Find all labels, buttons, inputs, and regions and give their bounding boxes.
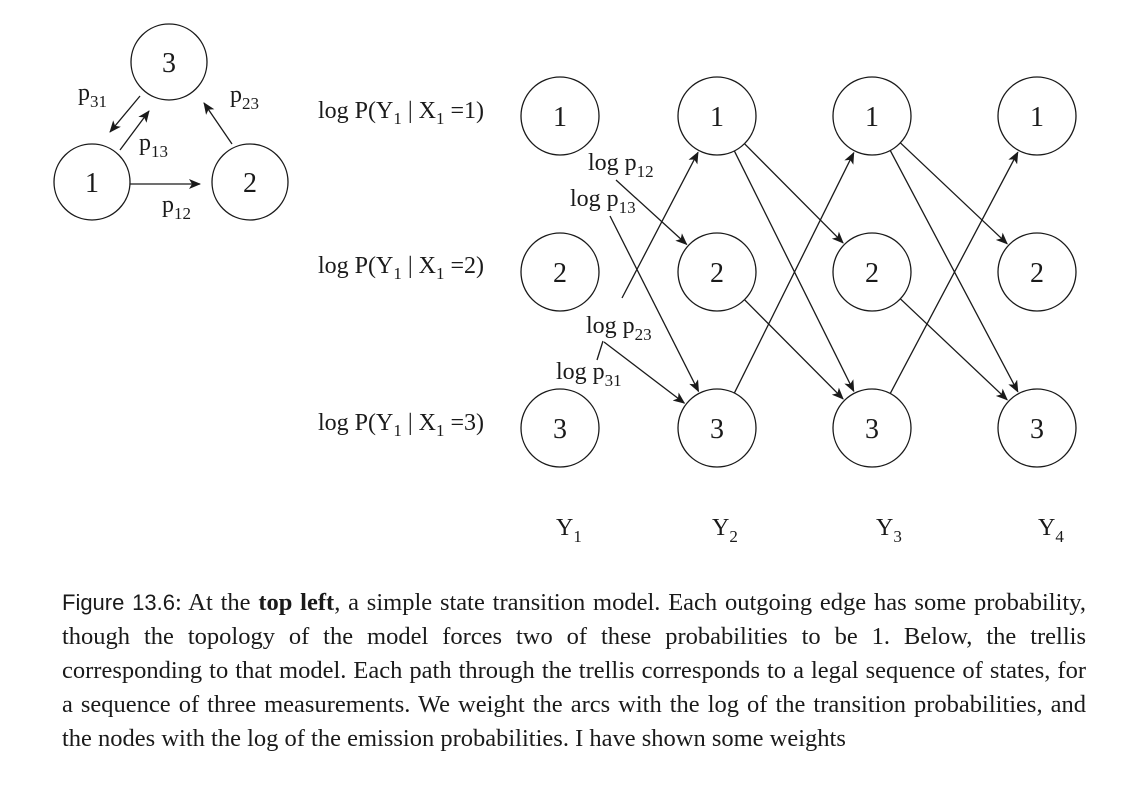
trellis-arc-y2-3-to-y3-1 <box>733 151 855 394</box>
edge-label-p13: p13 <box>139 130 168 161</box>
trellis-arc-y3-1-to-y4-3 <box>889 150 1019 393</box>
trellis-arc-y1-1-to-y2-2 <box>615 179 688 246</box>
edge-label-p12: p12 <box>162 192 191 223</box>
trellis-node-y4-state-3: 3 <box>997 388 1077 468</box>
caption-text-body: , a simple state transition model. Each … <box>62 589 1086 752</box>
column-label-y4: Y4 <box>1038 515 1064 546</box>
trellis-node-y2-state-2: 2 <box>677 232 757 312</box>
trellis-column-labels: Y1 Y2 Y3 Y4 <box>556 515 1064 546</box>
trellis-edges <box>596 142 1019 404</box>
trellis-nodes: 1 2 3 1 2 3 1 2 3 1 2 3 <box>520 76 1077 468</box>
column-label-y3: Y3 <box>876 515 902 546</box>
caption-text-lead: At the <box>188 589 259 616</box>
trellis-node-y2-state-1: 1 <box>677 76 757 156</box>
emission-label-state-1: log P(Y1 | X1 =1) <box>318 98 484 128</box>
edge-1-to-3 <box>119 110 150 151</box>
edge-label-p31: p31 <box>78 80 107 111</box>
trellis-arc-y1-2-to-y2-3 <box>603 341 686 404</box>
weight-label-log-p23: log p23 <box>586 313 652 344</box>
state-model-edges <box>109 95 233 189</box>
column-label-y1: Y1 <box>556 515 582 546</box>
edge-label-p23: p23 <box>230 82 259 113</box>
trellis-node-label: 3 <box>865 414 879 445</box>
trellis-node-label: 1 <box>1030 102 1044 133</box>
trellis-node-label: 1 <box>553 102 567 133</box>
figure-caption: Figure 13.6: At the top left, a simple s… <box>62 586 1086 756</box>
trellis-node-y4-state-2: 2 <box>997 232 1077 312</box>
state-node-label: 3 <box>162 48 176 79</box>
trellis-node-label: 1 <box>865 102 879 133</box>
state-transition-model: 3 1 2 p31 p13 p23 p12 <box>53 23 289 223</box>
trellis-node-y2-state-3: 3 <box>677 388 757 468</box>
trellis-node-y1-state-2: 2 <box>520 232 600 312</box>
trellis-node-label: 3 <box>1030 414 1044 445</box>
trellis-node-label: 3 <box>553 414 567 445</box>
trellis-arc-y3-3-to-y4-1 <box>889 151 1019 394</box>
figure-label: Figure 13.6 <box>62 590 175 615</box>
trellis-node-label: 2 <box>553 258 567 289</box>
state-node-3: 3 <box>130 23 208 101</box>
emission-label-state-3: log P(Y1 | X1 =3) <box>318 410 484 440</box>
trellis-node-label: 2 <box>865 258 879 289</box>
weight-label-tick <box>596 340 604 361</box>
trellis-arc-y1-3-to-y2-1 <box>621 151 699 299</box>
state-node-label: 2 <box>243 168 257 199</box>
trellis-node-y4-state-1: 1 <box>997 76 1077 156</box>
trellis-node-label: 3 <box>710 414 724 445</box>
trellis-node-y1-state-3: 3 <box>520 388 600 468</box>
trellis-node-y3-state-3: 3 <box>832 388 912 468</box>
trellis-arc-y3-2-to-y4-3 <box>899 298 1008 401</box>
weight-label-log-p13: log p13 <box>570 186 636 217</box>
trellis-node-y1-state-1: 1 <box>520 76 600 156</box>
state-node-1: 1 <box>53 143 131 221</box>
state-node-label: 1 <box>85 168 99 199</box>
trellis-node-label: 1 <box>710 102 724 133</box>
edge-3-to-1 <box>109 95 141 133</box>
trellis-arc-y2-2-to-y3-3 <box>744 299 844 400</box>
weight-label-log-p31: log p31 <box>556 359 622 390</box>
transition-weight-labels: log p12 log p13 log p23 log p31 <box>556 150 654 390</box>
trellis-node-y3-state-2: 2 <box>832 232 912 312</box>
trellis-arc-y1-1-to-y2-3 <box>609 215 700 393</box>
caption-colon: : <box>174 589 189 616</box>
state-node-2: 2 <box>211 143 289 221</box>
emission-labels: log P(Y1 | X1 =1) log P(Y1 | X1 =2) log … <box>318 98 484 440</box>
trellis-arc-y2-1-to-y3-2 <box>744 143 844 244</box>
weight-label-log-p12: log p12 <box>588 150 654 181</box>
trellis-arc-y3-1-to-y4-2 <box>899 142 1008 245</box>
trellis-node-label: 2 <box>1030 258 1044 289</box>
caption-bold-phrase: top left <box>258 589 335 616</box>
emission-label-state-2: log P(Y1 | X1 =2) <box>318 253 484 283</box>
trellis-figure: 3 1 2 p31 p13 p23 p12 log P(Y1 | X1 =1) … <box>53 23 1077 546</box>
trellis-node-y3-state-1: 1 <box>832 76 912 156</box>
column-label-y2: Y2 <box>712 515 738 546</box>
edge-2-to-3 <box>203 102 233 145</box>
trellis-node-label: 2 <box>710 258 724 289</box>
trellis-arc-y2-1-to-y3-3 <box>733 150 855 393</box>
